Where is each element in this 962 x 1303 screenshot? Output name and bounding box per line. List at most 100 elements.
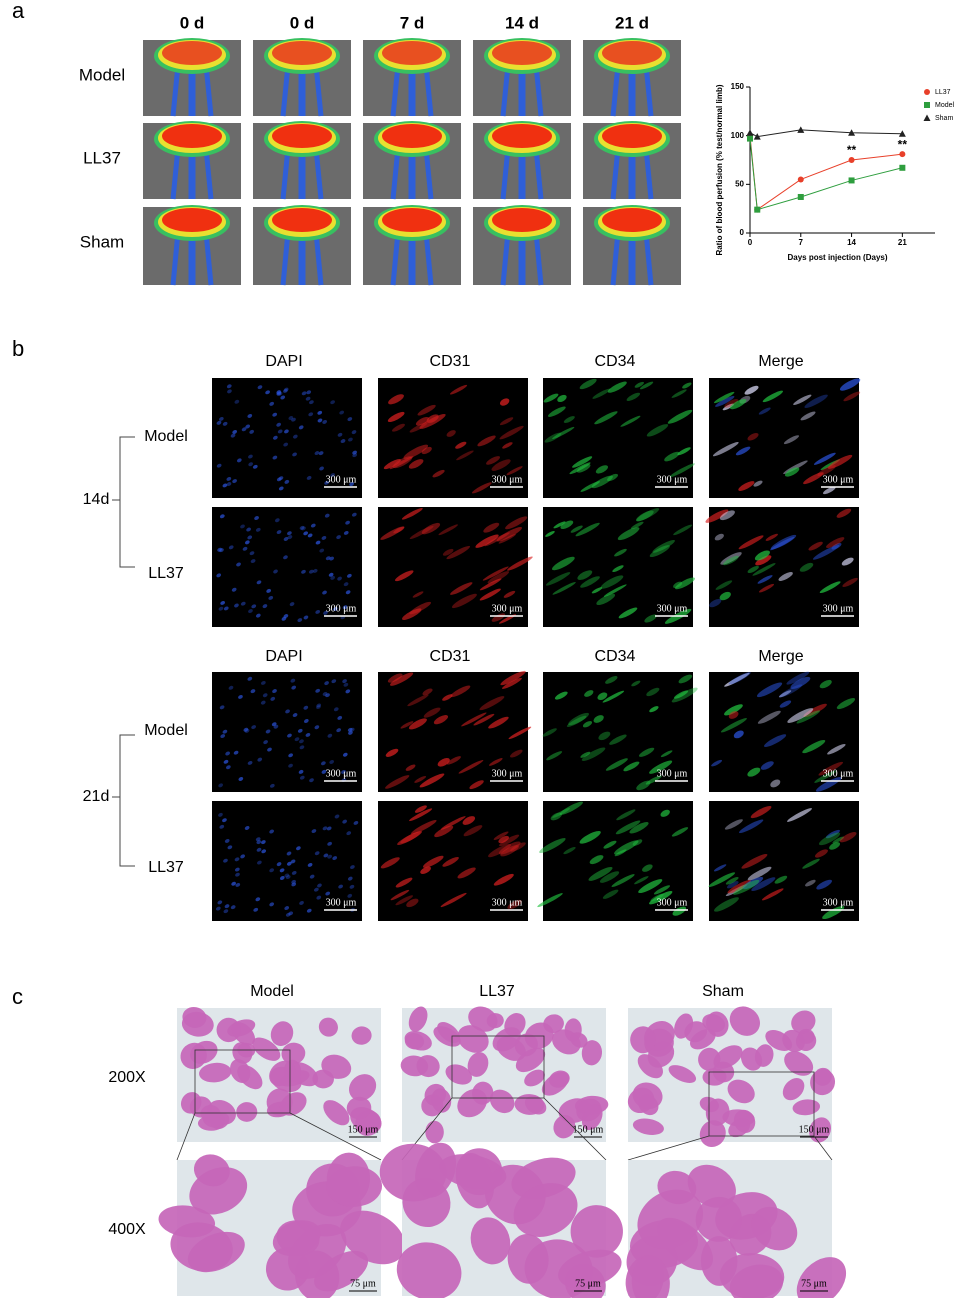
stain <box>617 527 640 541</box>
stain <box>303 719 309 723</box>
core <box>602 208 662 232</box>
stain <box>333 707 339 712</box>
fiber <box>415 1142 457 1198</box>
stain <box>817 465 836 477</box>
stain <box>409 525 434 540</box>
stain <box>349 884 355 889</box>
stain <box>756 682 783 698</box>
fluorescence-image: 300 μm <box>212 378 362 498</box>
core <box>492 208 552 232</box>
stain <box>283 387 289 392</box>
fiber <box>637 1189 704 1249</box>
image-bg <box>543 801 693 921</box>
stain <box>462 816 476 825</box>
stain <box>255 527 261 532</box>
row-label: Sham <box>80 232 124 251</box>
stain <box>498 533 516 544</box>
marker <box>899 151 906 158</box>
fiber <box>288 1223 347 1279</box>
fluorescence-image: 300 μm <box>378 378 528 498</box>
stain <box>387 673 403 683</box>
stain <box>246 527 251 532</box>
stain <box>747 866 772 881</box>
stain <box>309 778 314 783</box>
stain <box>442 694 453 701</box>
stain <box>288 416 294 420</box>
fiber <box>455 1153 495 1209</box>
stain <box>223 759 229 764</box>
fiber <box>784 1051 814 1076</box>
stain <box>241 427 247 432</box>
stain <box>825 537 845 548</box>
fiber <box>404 1030 432 1051</box>
stain <box>738 535 764 550</box>
row-label: Model <box>144 428 188 445</box>
fiber <box>468 1006 498 1032</box>
stain <box>329 760 335 764</box>
stain <box>623 761 640 772</box>
stain <box>557 394 567 403</box>
stain <box>804 394 828 408</box>
fluorescence-image: 300 μm <box>212 672 362 792</box>
stain <box>493 831 509 840</box>
stain <box>600 575 624 589</box>
stain <box>750 805 772 819</box>
limb <box>610 147 654 200</box>
stain <box>238 777 244 781</box>
fiber <box>467 1052 489 1077</box>
column-label: Merge <box>758 648 803 665</box>
stain <box>309 874 315 879</box>
stain <box>257 860 262 865</box>
stain <box>815 849 828 858</box>
stain <box>330 473 336 478</box>
stain <box>269 902 275 907</box>
column-label: 7 d <box>400 13 425 32</box>
stain <box>392 456 413 469</box>
stain <box>479 578 502 591</box>
limb <box>390 231 434 286</box>
fiber <box>232 1042 253 1064</box>
stain <box>291 417 296 422</box>
stain <box>256 840 262 845</box>
stain <box>580 751 591 758</box>
column-label: CD31 <box>430 353 471 370</box>
limb <box>170 64 214 117</box>
stain <box>401 507 423 520</box>
stain <box>724 704 743 716</box>
stain <box>409 808 433 822</box>
column-label: DAPI <box>265 648 302 665</box>
stain <box>808 541 823 551</box>
stain <box>477 435 496 447</box>
stain <box>276 422 282 427</box>
stain <box>842 577 858 588</box>
stain <box>818 761 844 776</box>
stain <box>725 877 739 885</box>
stain <box>719 510 735 521</box>
stain <box>499 417 514 426</box>
stain <box>458 760 484 774</box>
fluorescence-image: 300 μm <box>212 507 362 627</box>
stain <box>238 694 243 699</box>
stain <box>827 743 846 755</box>
stain <box>839 378 861 391</box>
fiber <box>754 1044 774 1067</box>
stain <box>219 705 225 710</box>
stain <box>642 864 653 872</box>
stain <box>279 868 285 873</box>
perfusion-image <box>253 121 351 200</box>
stain <box>742 876 764 890</box>
fiber <box>190 1040 218 1064</box>
stain <box>709 598 722 608</box>
stain <box>317 418 323 423</box>
stain <box>644 614 657 623</box>
stain <box>400 721 414 729</box>
stain <box>316 705 321 710</box>
stain <box>233 750 239 755</box>
marker <box>754 206 761 213</box>
stain <box>317 410 323 415</box>
stain <box>261 849 267 854</box>
stain <box>331 679 337 684</box>
image-bg <box>709 801 859 921</box>
stain <box>315 688 321 693</box>
row-label: 200X <box>108 1069 146 1086</box>
